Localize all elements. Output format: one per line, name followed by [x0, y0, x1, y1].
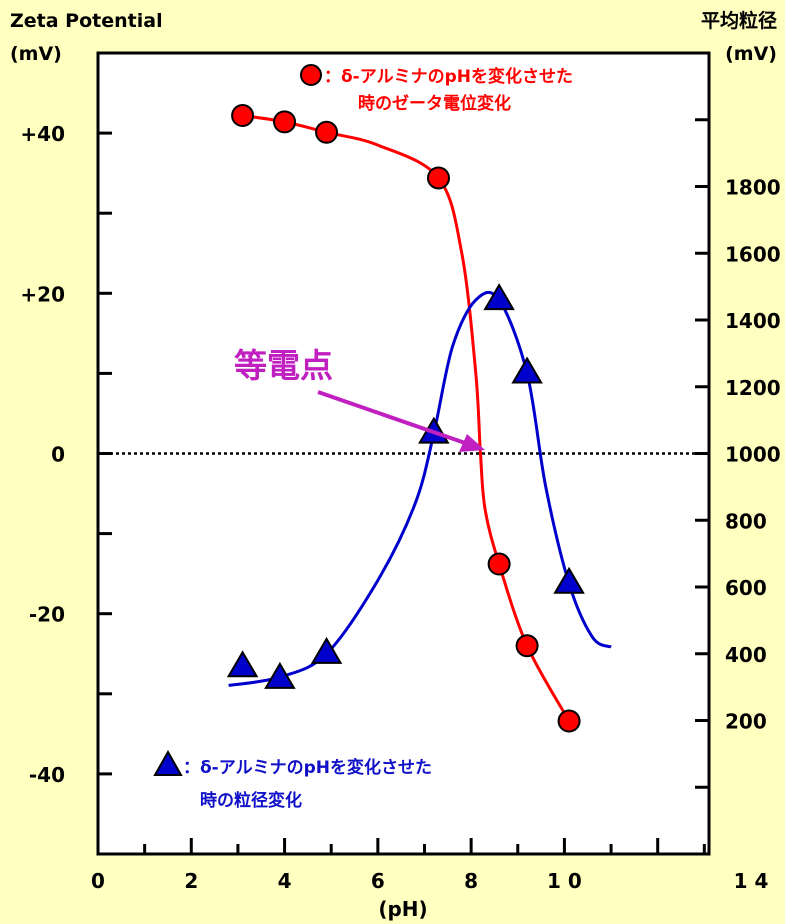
zeta-point — [557, 709, 581, 733]
x-tick-label: 6 — [371, 869, 385, 893]
zeta-point — [487, 552, 511, 576]
legend-triangle-marker — [153, 749, 183, 776]
zeta-point — [426, 166, 450, 190]
isoelectric-arrow-head — [459, 434, 485, 452]
right-axis-unit: (mV) — [725, 43, 777, 65]
size-point — [310, 636, 343, 664]
right-tick-label: 800 — [725, 509, 767, 533]
size-point — [226, 650, 259, 678]
size-point — [511, 356, 543, 384]
legend-circle-marker — [300, 64, 322, 86]
size-point — [264, 661, 296, 689]
zeta-point — [315, 120, 339, 144]
ticks: +40 +20 0 -20 -40 200 400 600 800 1000 1200 1400 160… — [20, 51, 781, 893]
zeta-point — [231, 103, 255, 127]
right-tick-label: 1800 — [725, 176, 781, 200]
legend-triangle-line1: ：δ-アルミナのpHを変化させた — [183, 757, 432, 778]
legend-circle-line2: 時のゼータ電位変化 — [358, 93, 511, 114]
x-tick-label: 0 — [91, 869, 105, 893]
right-tick-label: 1600 — [725, 242, 781, 266]
x-axis-label: (pH) — [378, 897, 427, 921]
left-tick-label: 0 — [51, 443, 65, 467]
legend-circle-line1: ：δ-アルミナのpHを変化させた — [324, 66, 573, 87]
right-tick-label: 1400 — [725, 309, 781, 333]
left-tick-label: +40 — [20, 122, 65, 146]
left-tick-label: -40 — [29, 763, 65, 787]
legend-circle: ：δ-アルミナのpHを変化させた 時のゼータ電位変化 — [300, 64, 573, 114]
right-tick-label: 1000 — [725, 443, 781, 467]
size-point — [553, 566, 585, 594]
isoelectric-label: 等電点 — [234, 346, 333, 385]
x-tick-label: 8 — [464, 869, 478, 893]
right-tick-label: 600 — [725, 576, 767, 600]
x-tick-label: 1 4 — [734, 869, 769, 893]
left-axis-unit: (mV) — [10, 43, 62, 65]
left-axis-title: Zeta Potential — [10, 10, 163, 32]
isoelectric-annotation: 等電点 — [234, 346, 485, 452]
x-tick-label: 1 0 — [547, 869, 582, 893]
right-axis-title: 平均粒径 — [701, 9, 777, 32]
plot-area — [98, 53, 709, 854]
x-tick-label: 2 — [184, 869, 198, 893]
x-tick-label: 4 — [278, 869, 292, 893]
legend-triangle: ：δ-アルミナのpHを変化させた 時の粒径変化 — [153, 749, 432, 811]
right-tick-label: 1200 — [725, 376, 781, 400]
zeta-point — [515, 634, 539, 658]
zeta-point — [273, 110, 297, 134]
isoelectric-arrow-shaft — [317, 390, 469, 446]
series-2-curve — [228, 290, 612, 687]
right-tick-label: 400 — [725, 643, 767, 667]
left-tick-label: -20 — [29, 603, 65, 627]
left-tick-label: +20 — [20, 282, 65, 306]
size-point — [483, 283, 515, 311]
legend-triangle-line2: 時の粒径変化 — [200, 790, 302, 811]
right-tick-label: 200 — [725, 710, 767, 734]
